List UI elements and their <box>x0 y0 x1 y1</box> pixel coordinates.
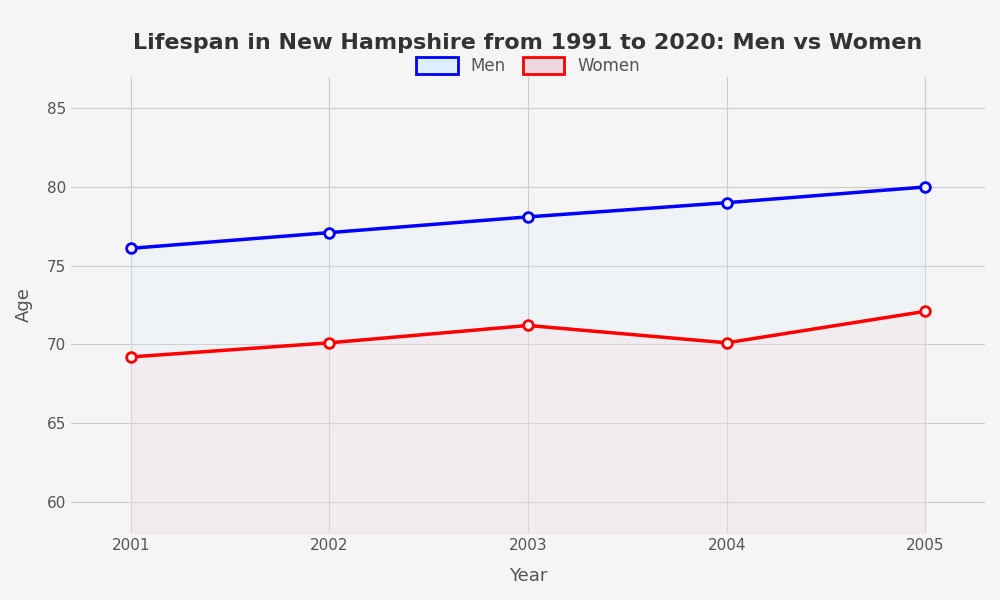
Title: Lifespan in New Hampshire from 1991 to 2020: Men vs Women: Lifespan in New Hampshire from 1991 to 2… <box>133 33 923 53</box>
Y-axis label: Age: Age <box>15 287 33 322</box>
X-axis label: Year: Year <box>509 567 547 585</box>
Legend: Men, Women: Men, Women <box>408 49 649 83</box>
